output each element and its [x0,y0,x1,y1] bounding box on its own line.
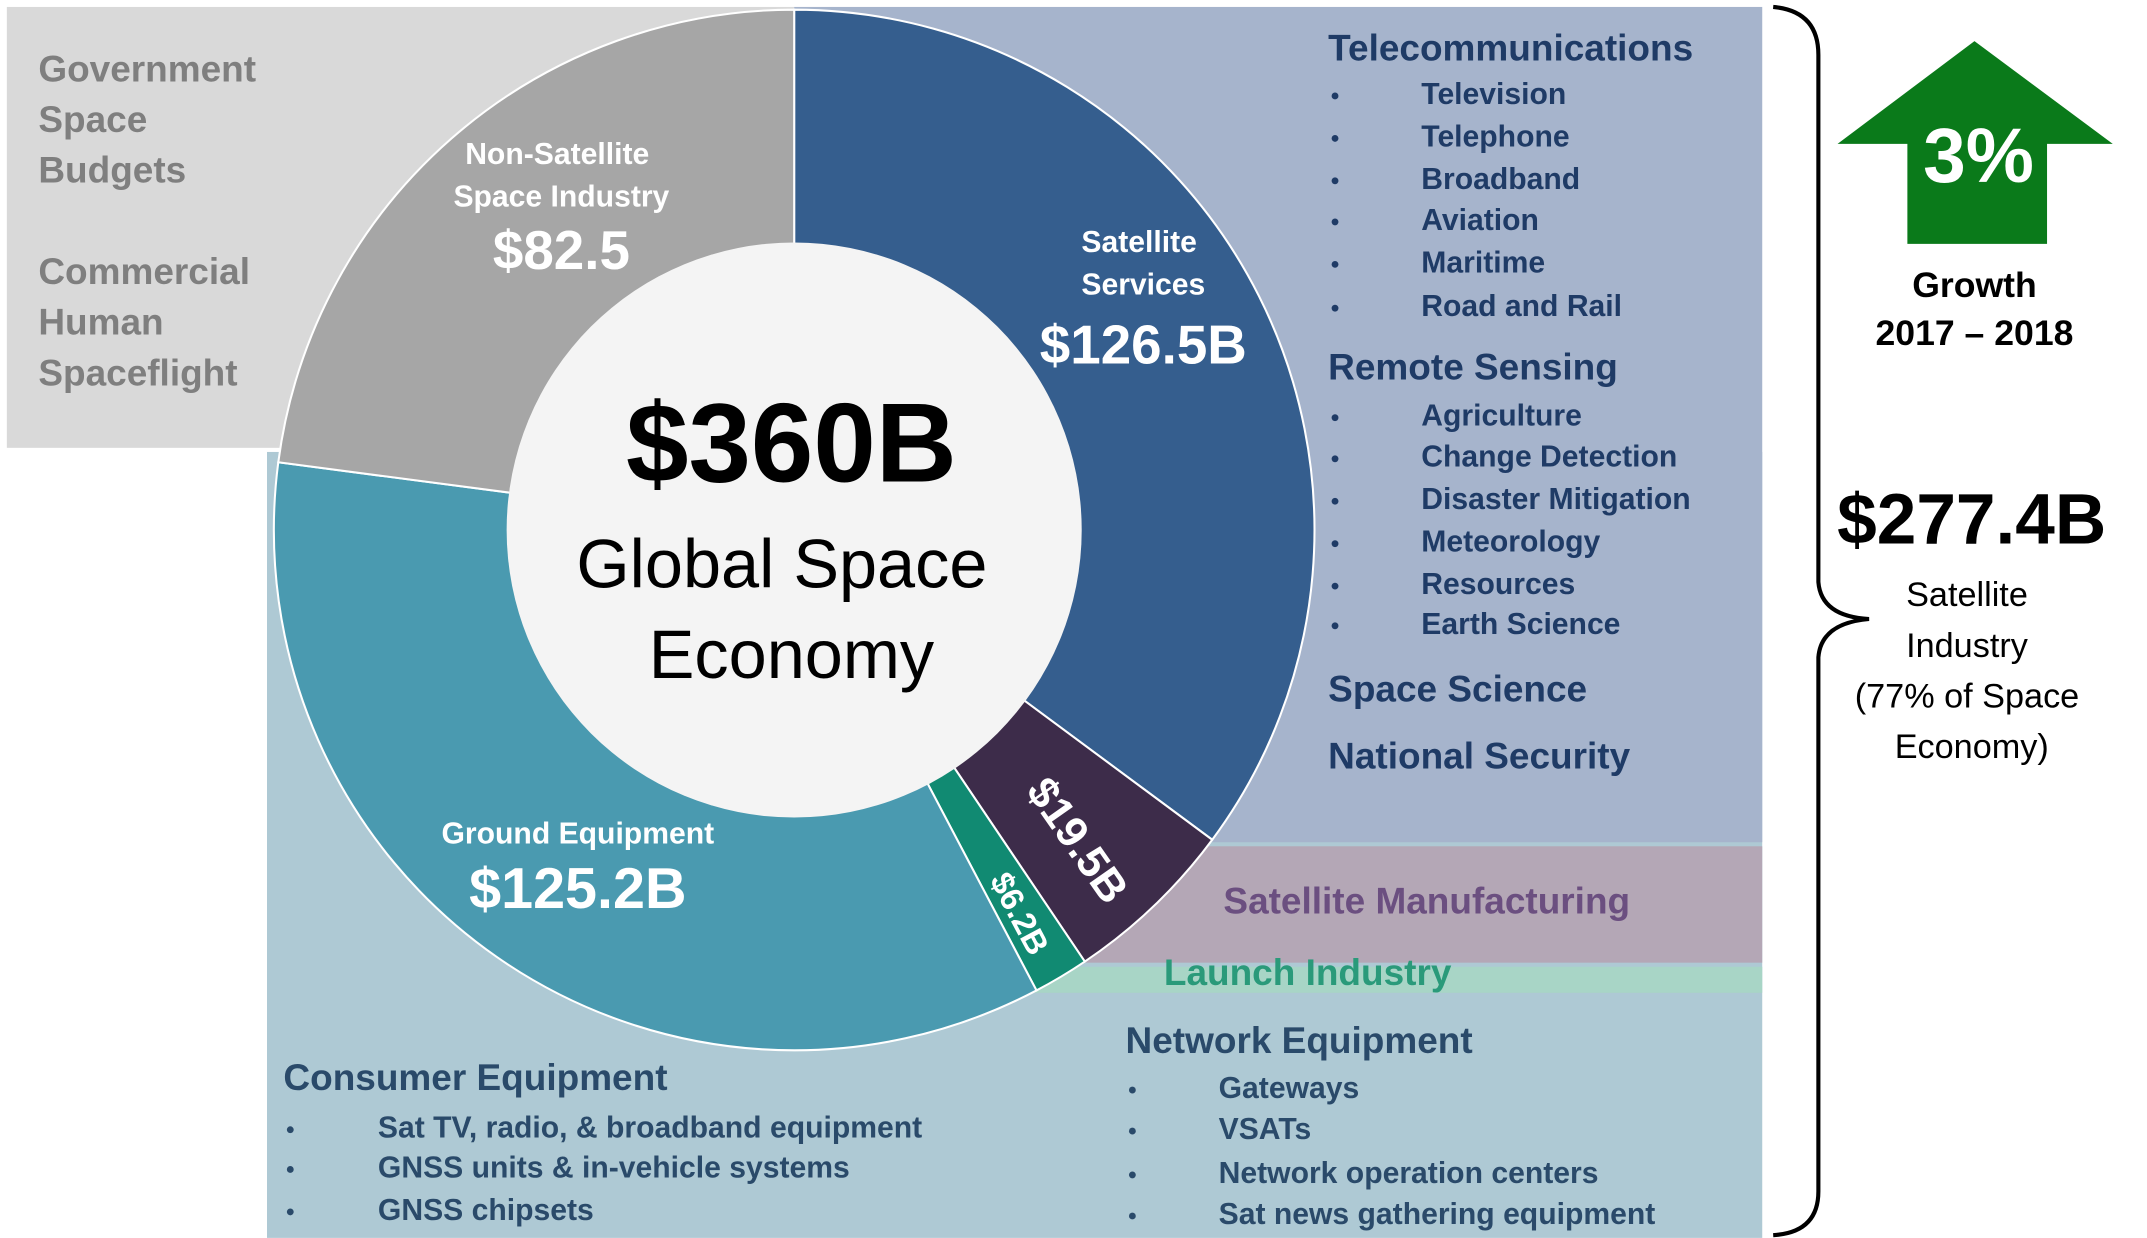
value-label: $126.5B [1040,314,1247,376]
bullet [1331,540,1339,548]
bullet [1128,1212,1136,1220]
growth-label: Growth [1912,265,2037,305]
note: Government Space Budgets [38,48,266,190]
bullet [1331,455,1339,463]
growth-value: 3% [1923,114,2034,199]
group-item: Sat TV, radio, & broadband equipment [378,1112,922,1145]
value-label: $82.5 [493,219,630,281]
bullet [1331,304,1339,312]
group-heading: Telecommunications [1328,28,1693,69]
segment-label: Non-Satellite Space Industry [453,138,669,213]
group-item: Disaster Mitigation [1421,483,1690,516]
growth-arrow [1837,41,2113,244]
group-item: Telephone [1421,120,1569,153]
bullet [1331,218,1339,226]
group-item: Television [1421,78,1566,111]
satellite-total: $277.4B [1837,480,2106,559]
group-heading: Network Equipment [1126,1020,1473,1061]
bullet [1331,582,1339,590]
bullet [1128,1086,1136,1094]
group-item: Resources [1421,568,1575,601]
group-item: Network operation centers [1219,1157,1599,1190]
group-item: Sat news gathering equipment [1219,1198,1656,1231]
growth-label: 2017 – 2018 [1875,313,2073,353]
segment-label: Satellite Services [1081,226,1205,301]
group-item: Aviation [1421,204,1539,237]
note: Commercial Human Spaceflight [38,251,260,393]
bullet [1331,497,1339,505]
group-item: Maritime [1421,246,1545,279]
group-item: Earth Science [1421,608,1620,641]
group-item: VSATs [1219,1113,1312,1146]
bullet [286,1126,294,1134]
category-label: Launch Industry [1164,952,1452,993]
bullet [1331,414,1339,422]
bullet [286,1208,294,1216]
group-item: GNSS chipsets [378,1194,594,1227]
bullet [1331,92,1339,100]
group-item: Change Detection [1421,441,1677,474]
center-label: Global Space Economy [576,526,1006,693]
group-heading: Space Science [1328,668,1587,709]
bullet [1331,260,1339,268]
value-label: $125.2B [469,857,686,921]
group-item: Agriculture [1421,400,1582,433]
center-value: $360B [626,380,957,506]
segment-label: Ground Equipment [442,817,715,850]
group-item: Gateways [1219,1072,1360,1105]
bullet [1331,134,1339,142]
group-item: Road and Rail [1421,290,1622,323]
category-label: Satellite Manufacturing [1223,881,1630,922]
group-heading: Consumer Equipment [283,1057,667,1098]
group-item: Broadband [1421,163,1580,196]
bullet [286,1166,294,1173]
bullet [1128,1171,1136,1179]
group-heading: Remote Sensing [1328,347,1618,388]
bullet [1331,622,1339,630]
group-item: GNSS units & in-vehicle systems [378,1151,850,1184]
brace [1772,4,1870,1238]
group-heading: National Security [1328,735,1630,776]
bullet [1128,1127,1136,1135]
donut-hole [506,242,1082,818]
group-item: Meteorology [1421,526,1600,559]
bullet [1331,177,1339,185]
satellite-label: Satellite Industry (77% of Space Economy… [1855,576,2089,766]
